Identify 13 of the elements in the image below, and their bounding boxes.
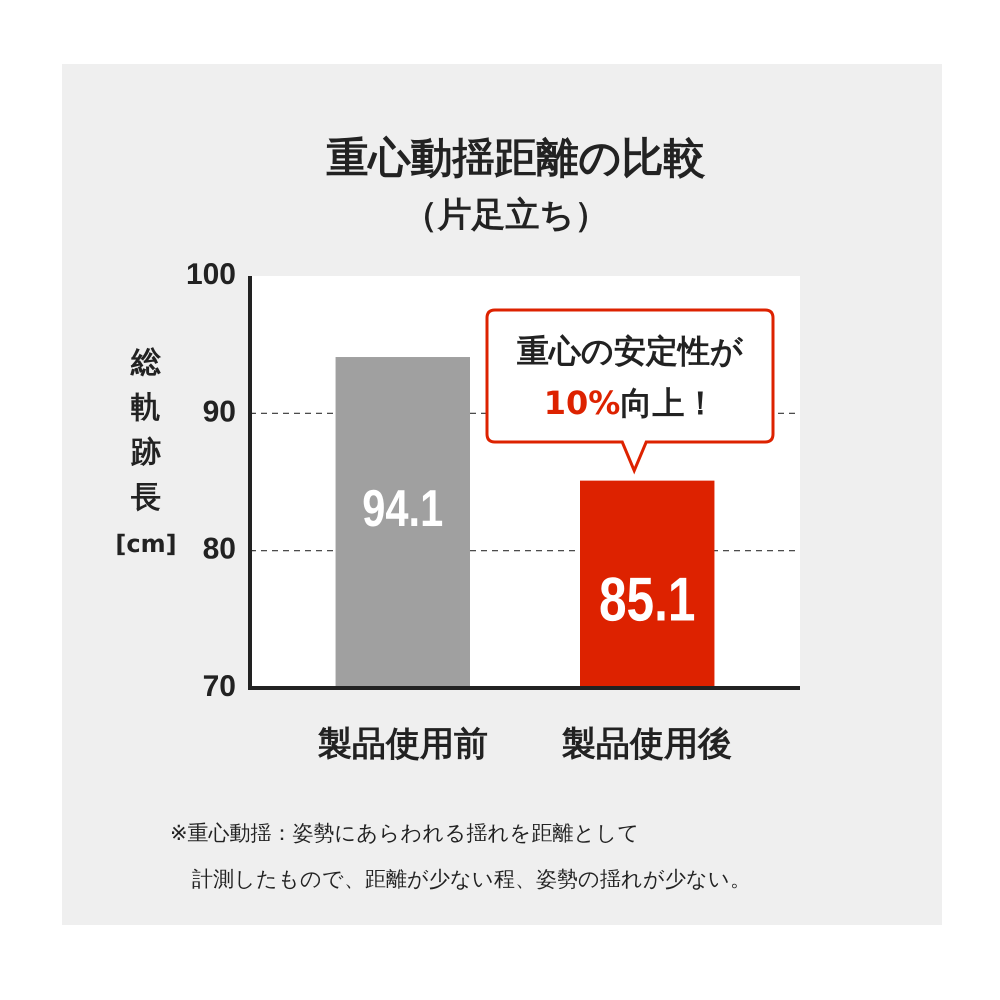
y-tick-label: 90	[202, 395, 236, 428]
y-tick-label: 80	[202, 532, 236, 566]
x-tick-label: 製品使用後	[561, 724, 732, 764]
y-tick-label: 100	[186, 258, 236, 291]
chart-subtitle: （片足立ち）	[404, 195, 608, 235]
y-tick-label: 70	[202, 670, 236, 703]
annotation: 重心の安定性が 10%向上！	[517, 332, 744, 422]
text: ※重心動揺：姿勢にあらわれる揺れを距離として計測したもので、距離が少ない程、姿勢の揺れが少ない。	[170, 821, 751, 891]
x-tick-label: 製品使用前	[316, 724, 488, 764]
data-label: 94.1	[362, 478, 444, 538]
data-label: 85.1	[598, 564, 696, 634]
y-axis-title: 総軌跡長[cm]	[115, 345, 177, 558]
chart-title: 重心動揺距離の比較	[326, 133, 706, 182]
